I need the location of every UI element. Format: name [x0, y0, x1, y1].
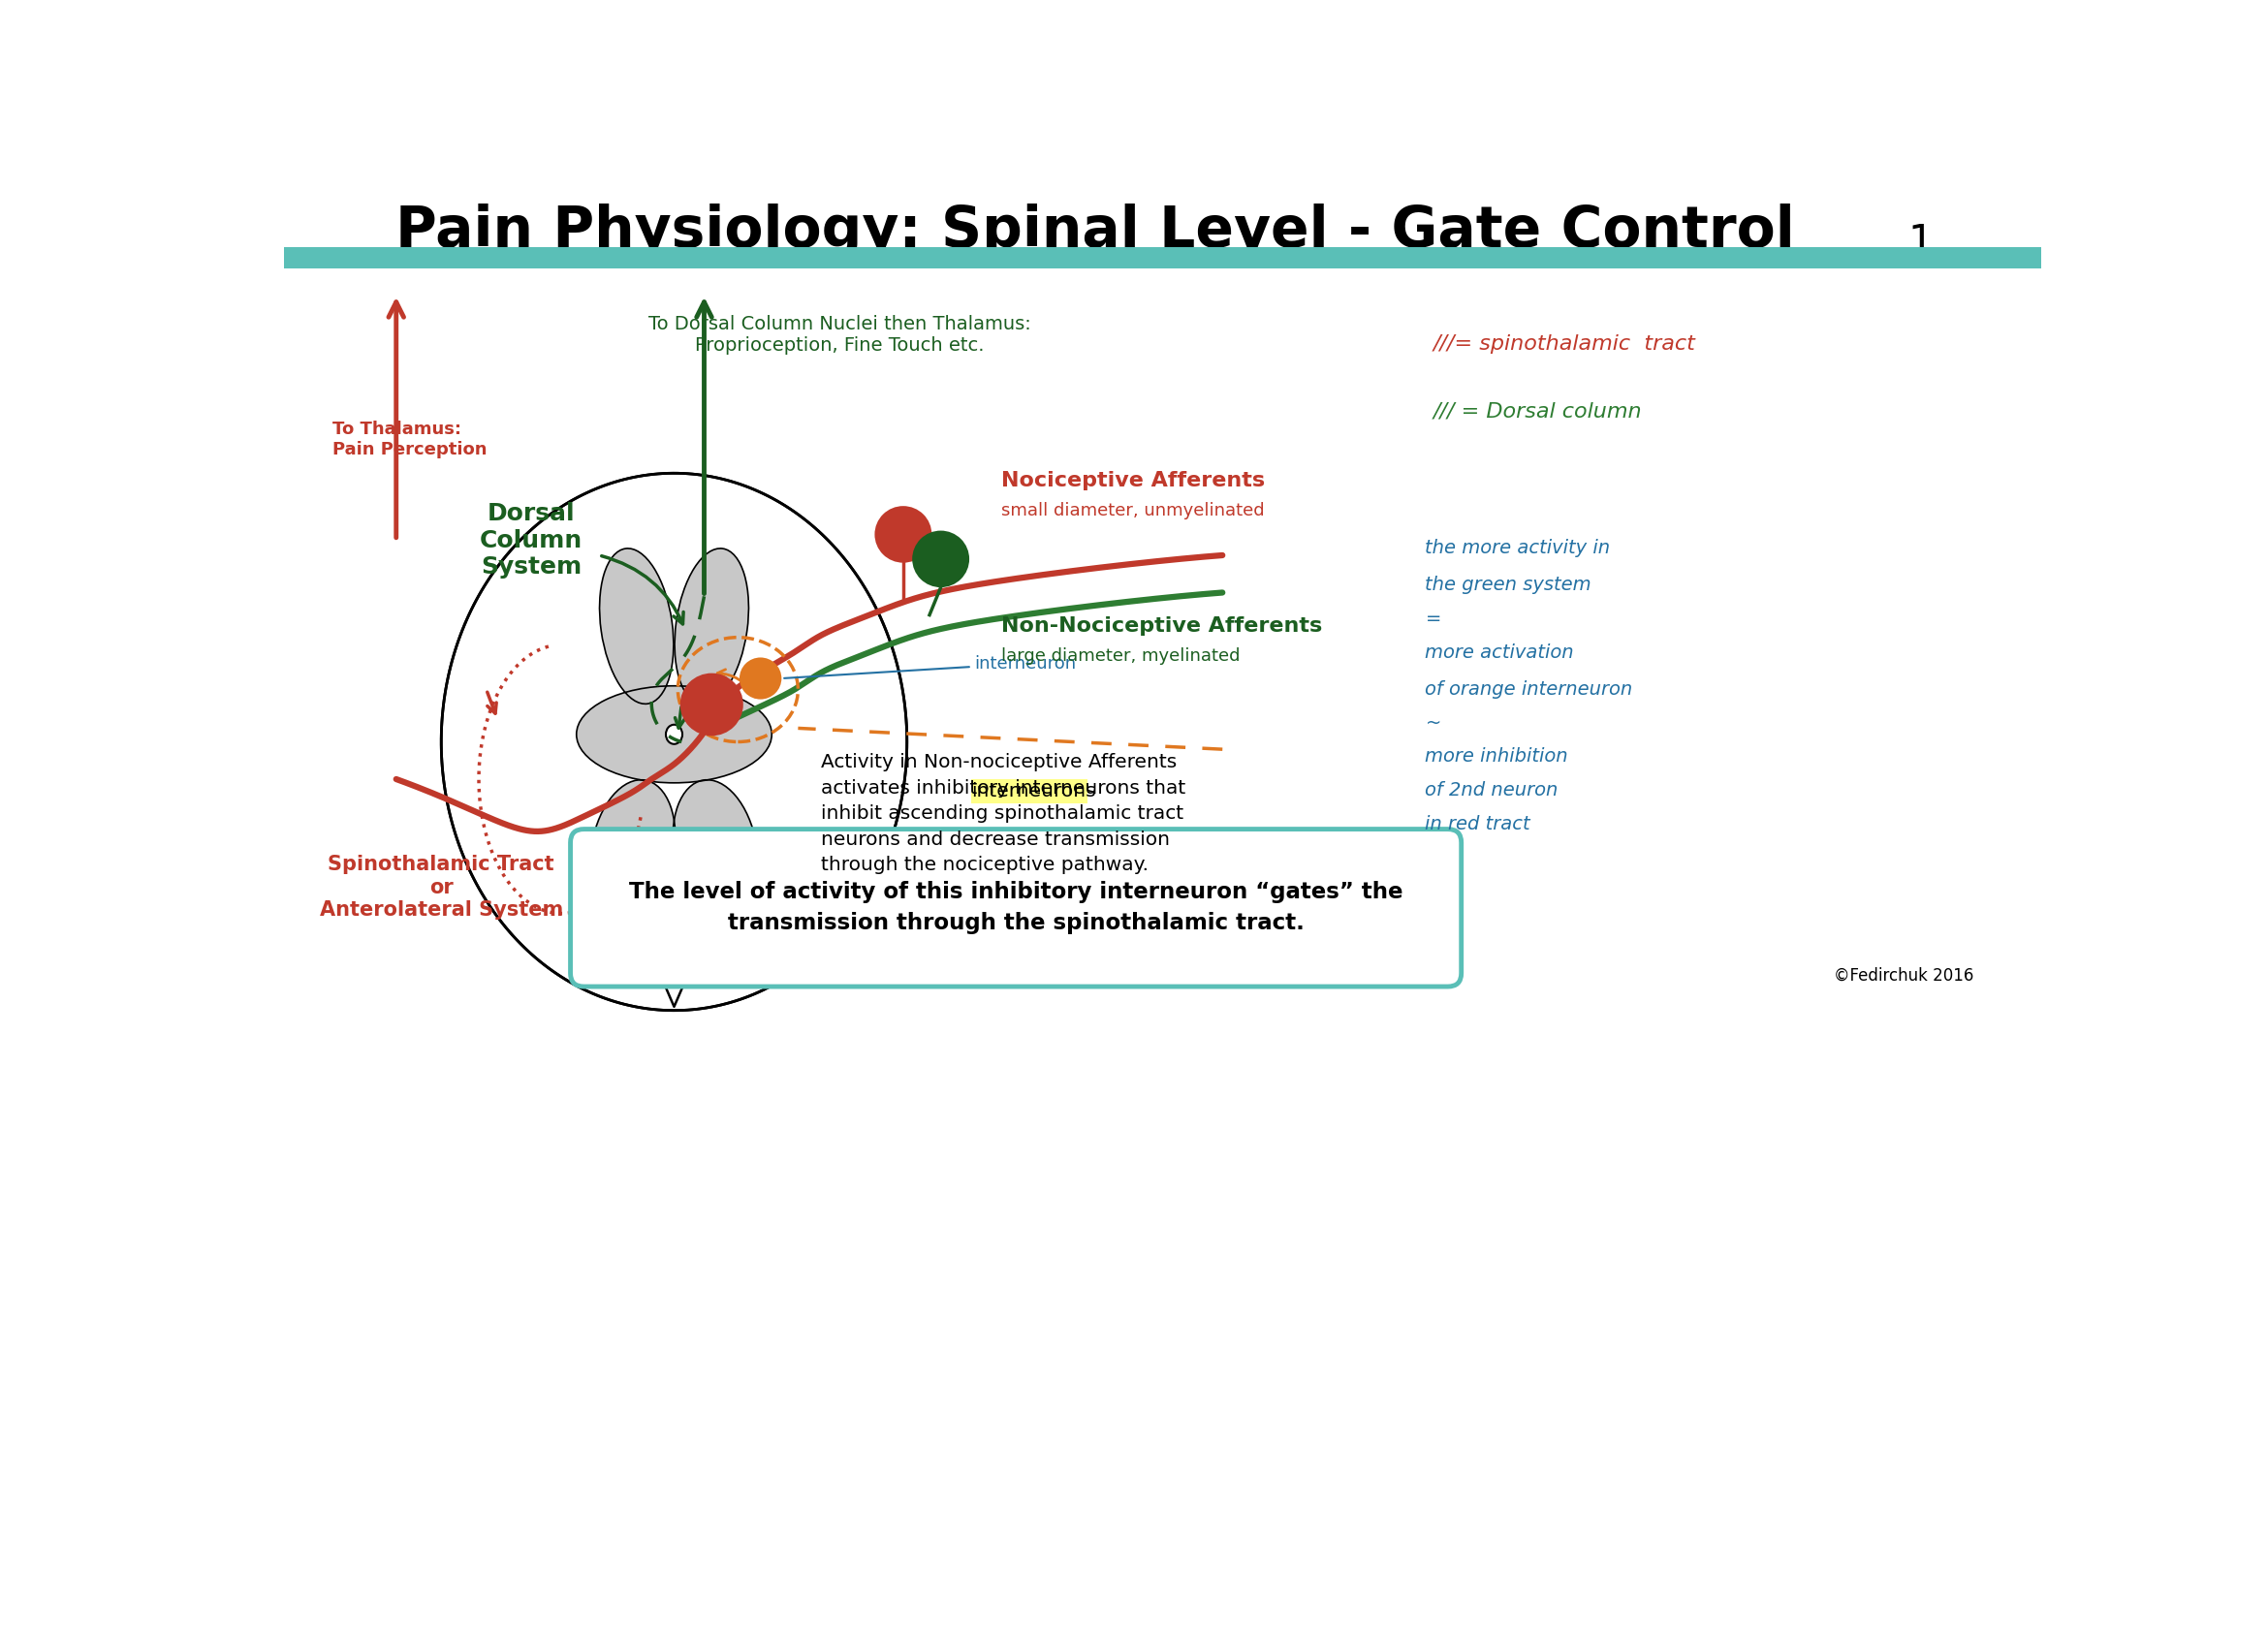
Bar	[284, 248, 2041, 267]
FancyBboxPatch shape	[971, 779, 1086, 804]
Text: =: =	[1424, 610, 1440, 628]
Text: Pain Physiology: Spinal Level - Gate Control: Pain Physiology: Spinal Level - Gate Con…	[395, 204, 1794, 258]
Ellipse shape	[576, 686, 771, 782]
Text: the green system: the green system	[1424, 575, 1592, 595]
Text: Spinothalamic Tract
or
Anterolateral System: Spinothalamic Tract or Anterolateral Sys…	[320, 856, 562, 919]
Text: /// = Dorsal column: /// = Dorsal column	[1433, 401, 1642, 421]
Text: of orange interneuron: of orange interneuron	[1424, 680, 1633, 699]
Text: more inhibition: more inhibition	[1424, 748, 1569, 766]
Text: Nociceptive Afferents: Nociceptive Afferents	[1000, 471, 1266, 491]
Text: To Thalamus:
Pain Perception: To Thalamus: Pain Perception	[333, 421, 488, 458]
Ellipse shape	[674, 779, 758, 921]
Ellipse shape	[674, 548, 748, 704]
Ellipse shape	[590, 779, 676, 921]
Circle shape	[912, 531, 968, 587]
Text: To Dorsal Column Nuclei then Thalamus:
Proprioception, Fine Touch etc.: To Dorsal Column Nuclei then Thalamus: P…	[649, 315, 1030, 355]
Text: large diameter, myelinated: large diameter, myelinated	[1000, 647, 1241, 665]
Text: Dorsal
Column
System: Dorsal Column System	[481, 502, 583, 579]
Circle shape	[875, 505, 932, 562]
Text: ©Fedirchuk 2016: ©Fedirchuk 2016	[1833, 967, 1973, 985]
Text: 1: 1	[1907, 222, 1935, 262]
Text: ~: ~	[1424, 714, 1440, 732]
FancyBboxPatch shape	[572, 830, 1461, 986]
Ellipse shape	[667, 725, 683, 743]
Text: Activity in Non-nociceptive Afferents
activates inhibitory interneurons that
inh: Activity in Non-nociceptive Afferents ac…	[821, 753, 1186, 874]
Text: Non-Nociceptive Afferents: Non-Nociceptive Afferents	[1000, 616, 1322, 636]
Text: interneurons: interneurons	[971, 782, 1095, 800]
Text: more activation: more activation	[1424, 644, 1574, 662]
Text: the more activity in: the more activity in	[1424, 538, 1610, 557]
Polygon shape	[442, 473, 907, 1011]
Circle shape	[680, 673, 744, 735]
Text: of 2nd neuron: of 2nd neuron	[1424, 781, 1558, 800]
Text: in red tract: in red tract	[1424, 815, 1531, 833]
Ellipse shape	[599, 548, 674, 704]
Text: interneuron: interneuron	[785, 655, 1077, 678]
Circle shape	[739, 657, 782, 699]
Text: small diameter, unmyelinated: small diameter, unmyelinated	[1000, 502, 1263, 520]
Text: The level of activity of this inhibitory interneuron “gates” the
transmission th: The level of activity of this inhibitory…	[628, 880, 1404, 934]
Text: ///= spinothalamic  tract: ///= spinothalamic tract	[1433, 334, 1694, 354]
